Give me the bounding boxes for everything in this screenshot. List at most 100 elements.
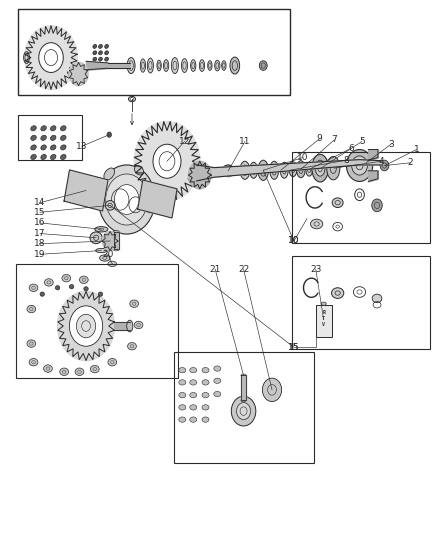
Ellipse shape	[213, 366, 220, 371]
Ellipse shape	[148, 191, 157, 201]
Text: 18: 18	[34, 239, 46, 248]
Bar	[315, 305, 331, 337]
Ellipse shape	[60, 145, 66, 150]
Circle shape	[236, 402, 250, 419]
Text: 10: 10	[287, 237, 299, 246]
Ellipse shape	[214, 60, 219, 71]
Ellipse shape	[178, 379, 185, 385]
Ellipse shape	[31, 145, 36, 150]
Circle shape	[69, 306, 102, 346]
Ellipse shape	[145, 197, 153, 213]
Ellipse shape	[280, 163, 288, 178]
Ellipse shape	[27, 305, 35, 313]
Ellipse shape	[93, 57, 96, 61]
Ellipse shape	[62, 274, 71, 282]
Ellipse shape	[29, 284, 38, 292]
Ellipse shape	[95, 248, 107, 253]
Ellipse shape	[84, 287, 88, 291]
Polygon shape	[25, 26, 77, 90]
Text: 15: 15	[287, 343, 299, 352]
Text: 19: 19	[34, 250, 46, 259]
Ellipse shape	[178, 368, 185, 373]
Text: 17: 17	[34, 229, 46, 238]
Polygon shape	[138, 180, 177, 218]
Bar	[291, 152, 428, 243]
Ellipse shape	[50, 155, 56, 159]
Ellipse shape	[41, 126, 46, 131]
Text: 21: 21	[209, 265, 220, 273]
Ellipse shape	[31, 126, 36, 131]
Ellipse shape	[43, 365, 52, 372]
Ellipse shape	[50, 145, 56, 150]
Ellipse shape	[99, 255, 110, 261]
Ellipse shape	[93, 51, 96, 55]
Text: 20: 20	[102, 250, 113, 259]
Ellipse shape	[222, 165, 234, 176]
Ellipse shape	[189, 417, 196, 422]
Ellipse shape	[99, 57, 102, 61]
Ellipse shape	[163, 60, 168, 71]
Text: 16: 16	[34, 219, 46, 228]
Ellipse shape	[156, 60, 161, 71]
Text: 5: 5	[358, 137, 364, 146]
Ellipse shape	[31, 155, 36, 159]
Ellipse shape	[104, 57, 108, 61]
Ellipse shape	[240, 161, 249, 179]
Ellipse shape	[75, 368, 84, 375]
Ellipse shape	[99, 51, 102, 55]
Circle shape	[98, 165, 155, 234]
Ellipse shape	[98, 292, 102, 296]
Text: 22: 22	[237, 265, 249, 273]
Ellipse shape	[50, 135, 56, 140]
Ellipse shape	[60, 368, 68, 375]
Text: 1: 1	[413, 145, 418, 154]
Ellipse shape	[69, 285, 74, 289]
Ellipse shape	[134, 321, 143, 329]
Ellipse shape	[213, 391, 220, 397]
Ellipse shape	[371, 294, 381, 303]
Ellipse shape	[79, 276, 88, 284]
Ellipse shape	[140, 59, 145, 72]
Ellipse shape	[221, 61, 226, 70]
Polygon shape	[64, 170, 108, 211]
Ellipse shape	[332, 198, 343, 207]
Text: 3: 3	[387, 140, 393, 149]
Ellipse shape	[181, 59, 187, 72]
Ellipse shape	[95, 227, 108, 232]
Text: 15: 15	[34, 208, 46, 217]
Ellipse shape	[41, 135, 46, 140]
Circle shape	[351, 156, 367, 175]
Bar	[173, 352, 313, 463]
Polygon shape	[196, 160, 381, 181]
Ellipse shape	[189, 379, 196, 385]
Ellipse shape	[60, 155, 66, 159]
Text: 10: 10	[296, 153, 307, 162]
Ellipse shape	[60, 135, 66, 140]
Ellipse shape	[320, 302, 325, 305]
Ellipse shape	[31, 135, 36, 140]
Ellipse shape	[60, 126, 66, 131]
Text: 12: 12	[178, 137, 190, 146]
Ellipse shape	[104, 168, 114, 180]
Ellipse shape	[230, 57, 239, 74]
Ellipse shape	[134, 166, 143, 175]
Text: 15: 15	[287, 343, 299, 352]
Ellipse shape	[29, 359, 38, 366]
Text: 13: 13	[76, 142, 87, 151]
Circle shape	[231, 396, 255, 426]
Circle shape	[259, 61, 267, 70]
Circle shape	[107, 237, 113, 245]
Circle shape	[152, 144, 180, 178]
Ellipse shape	[310, 219, 322, 229]
Ellipse shape	[105, 200, 115, 210]
Text: 6: 6	[347, 144, 353, 153]
Text: 4: 4	[378, 157, 383, 166]
Ellipse shape	[108, 359, 117, 366]
Ellipse shape	[44, 279, 53, 286]
Text: 9: 9	[316, 134, 321, 143]
Bar	[18, 9, 289, 95]
Ellipse shape	[249, 163, 257, 178]
Ellipse shape	[189, 405, 196, 410]
Ellipse shape	[40, 292, 44, 296]
Ellipse shape	[55, 286, 60, 290]
